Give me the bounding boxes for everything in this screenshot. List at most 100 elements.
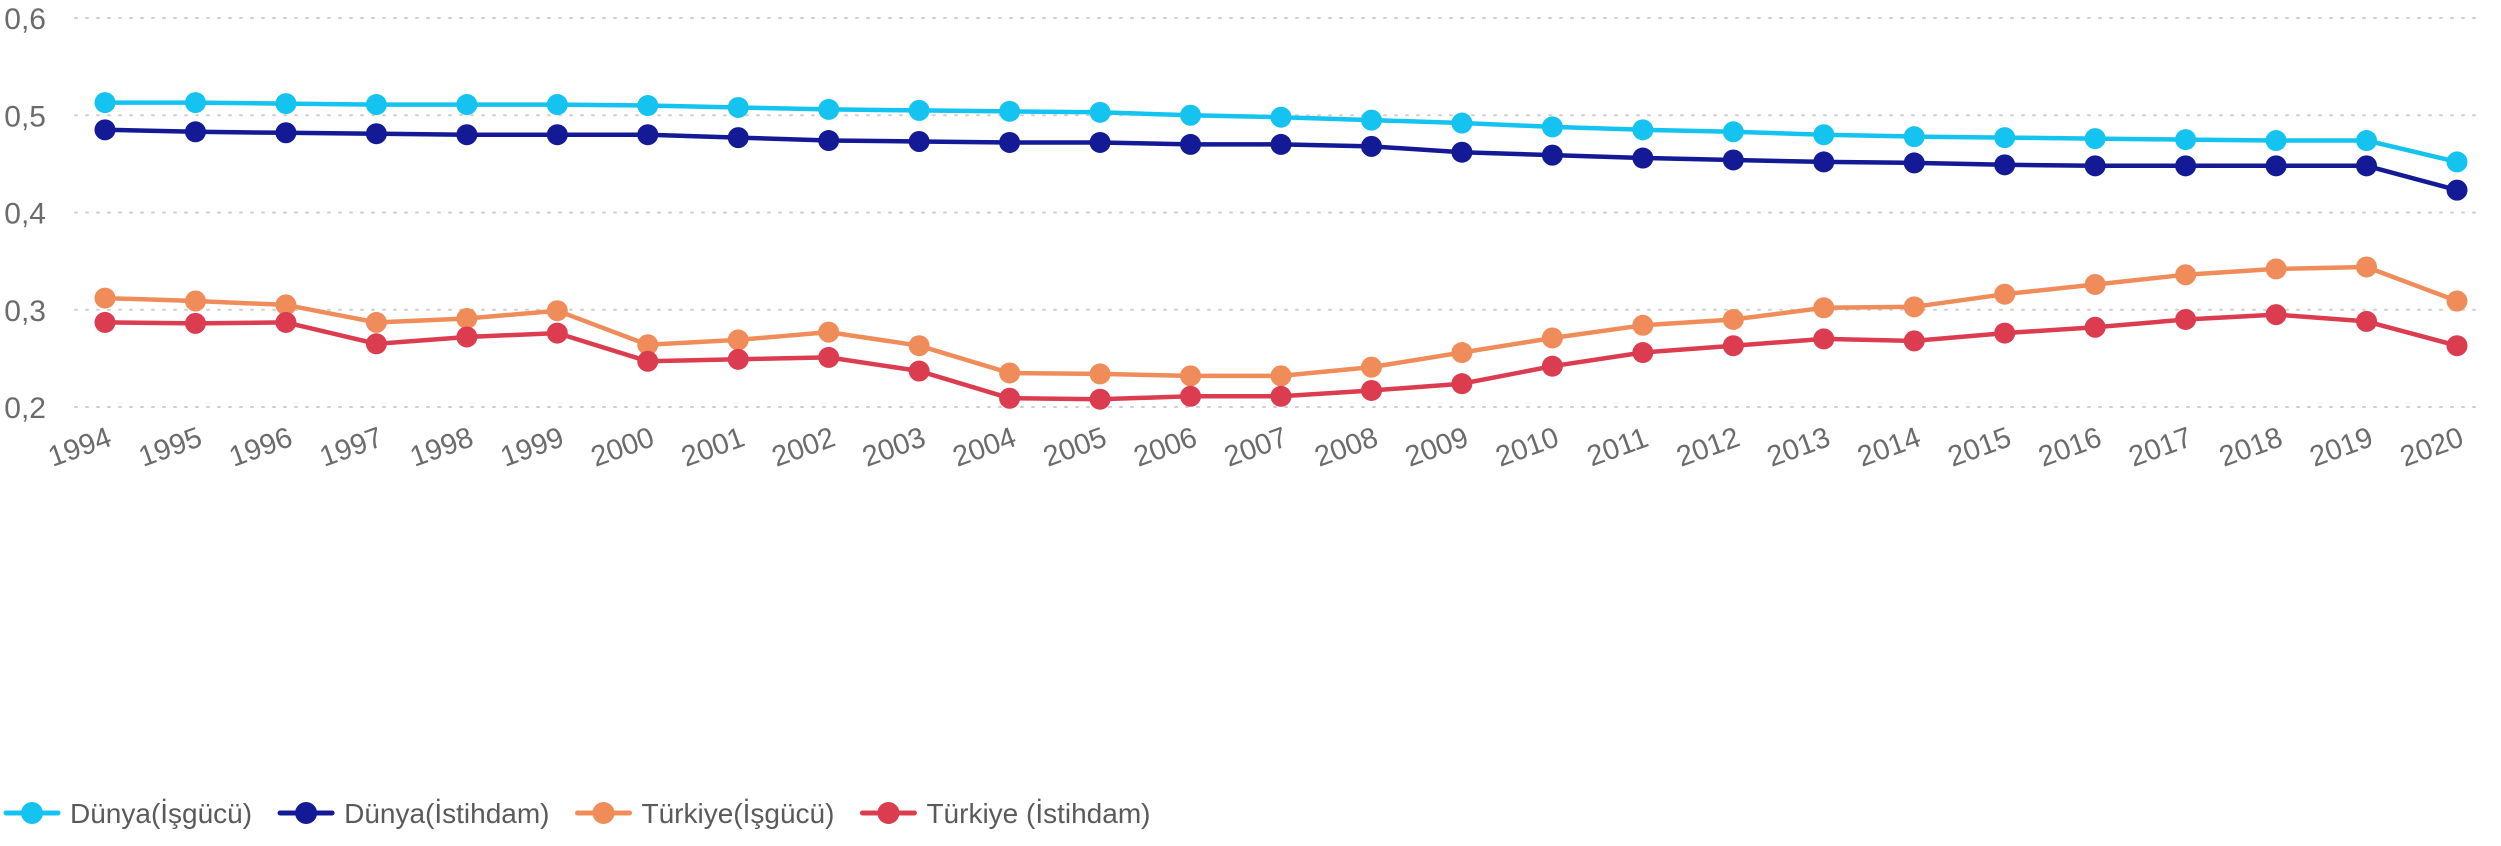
- x-tick-label: 2005: [1039, 421, 1111, 473]
- series-1: [94, 119, 2468, 201]
- legend-label: Dünya(İstihdam): [344, 798, 549, 829]
- x-tick-label: 2017: [2125, 421, 2197, 473]
- data-point: [1270, 385, 1292, 407]
- x-tick-label: 1994: [44, 421, 116, 473]
- data-point: [1813, 328, 1835, 350]
- data-point: [546, 94, 568, 116]
- data-point: [1632, 314, 1654, 336]
- x-tick-label: 2014: [1853, 421, 1925, 473]
- data-point: [1541, 116, 1563, 138]
- data-point: [1451, 112, 1473, 134]
- data-point: [1270, 365, 1292, 387]
- x-tick-label: 2008: [1311, 421, 1383, 473]
- legend: Dünya(İşgücü) Dünya(İstihdam) Türkiye(İşgü…: [3, 798, 1150, 829]
- data-point: [1180, 385, 1202, 407]
- data-point: [908, 360, 930, 382]
- x-tick-label: 1997: [316, 421, 388, 473]
- x-tick-label: 2007: [1220, 421, 1292, 473]
- data-point: [2084, 316, 2106, 338]
- data-point: [1994, 283, 2016, 305]
- data-point: [275, 122, 297, 144]
- data-point: [1451, 373, 1473, 395]
- data-point: [2084, 155, 2106, 177]
- data-point: [2356, 256, 2378, 278]
- data-point: [2356, 310, 2378, 332]
- data-point: [2265, 258, 2287, 280]
- data-point: [727, 329, 749, 351]
- data-point: [1451, 141, 1473, 163]
- data-point: [1994, 127, 2016, 149]
- x-tick-label: 2012: [1672, 421, 1744, 473]
- data-point: [1360, 356, 1382, 378]
- data-point: [637, 95, 659, 117]
- data-point: [1813, 151, 1835, 173]
- data-point: [2175, 155, 2197, 177]
- data-point: [1722, 335, 1744, 357]
- data-point: [1632, 147, 1654, 169]
- legend-marker: [877, 802, 900, 824]
- y-tick-label: 0,5: [4, 100, 46, 133]
- data-point: [365, 123, 387, 145]
- data-point: [908, 131, 930, 153]
- data-point: [1994, 322, 2016, 344]
- data-point: [908, 335, 930, 357]
- data-point: [184, 121, 206, 143]
- data-point: [2446, 335, 2468, 357]
- data-point: [1903, 152, 1925, 174]
- x-tick-label: 1996: [225, 421, 297, 473]
- data-point: [2356, 155, 2378, 177]
- data-point: [2446, 290, 2468, 312]
- legend-marker: [295, 802, 318, 824]
- data-point: [94, 287, 116, 309]
- x-tick-label: 2018: [2215, 421, 2287, 473]
- data-point: [94, 311, 116, 333]
- data-point: [1451, 342, 1473, 364]
- data-point: [1089, 363, 1111, 385]
- legend-marker: [592, 802, 615, 824]
- data-point: [1360, 109, 1382, 131]
- data-point: [1180, 365, 1202, 387]
- grid-lines: [74, 17, 2479, 408]
- x-tick-label: 2016: [2034, 421, 2106, 473]
- series-2: [94, 256, 2468, 387]
- data-point: [1270, 133, 1292, 155]
- data-point: [184, 290, 206, 312]
- data-point: [2446, 151, 2468, 173]
- data-point: [908, 99, 930, 121]
- x-axis: 1994 1995 1996 1997 1998 1999 2000 2001 2002 2003…: [44, 421, 2468, 473]
- y-tick-label: 0,6: [4, 3, 46, 36]
- data-point: [365, 94, 387, 116]
- x-tick-label: 2020: [2396, 421, 2468, 473]
- legend-item: Türkiye (İstihdam): [859, 798, 1150, 829]
- data-point: [365, 311, 387, 333]
- data-point: [1903, 296, 1925, 318]
- data-point: [1722, 121, 1744, 143]
- data-point: [1903, 330, 1925, 352]
- data-point: [2175, 129, 2197, 151]
- legend-label: Türkiye(İşgücü): [642, 798, 835, 829]
- data-point: [2084, 273, 2106, 295]
- data-point: [546, 300, 568, 322]
- data-point: [1541, 327, 1563, 349]
- legend-item: Dünya(İstihdam): [277, 798, 550, 829]
- data-point: [1903, 126, 1925, 148]
- data-point: [2175, 308, 2197, 330]
- series-0: [94, 92, 2468, 173]
- data-point: [1089, 388, 1111, 410]
- data-point: [1632, 119, 1654, 141]
- data-point: [1360, 135, 1382, 157]
- data-point: [818, 130, 840, 152]
- data-point: [818, 321, 840, 343]
- legend-item: Türkiye(İşgücü): [575, 798, 835, 829]
- data-point: [2265, 304, 2287, 326]
- data-point: [1180, 104, 1202, 126]
- data-point: [275, 294, 297, 316]
- data-point: [727, 127, 749, 149]
- data-point: [275, 93, 297, 115]
- data-point: [1541, 144, 1563, 166]
- data-point: [546, 322, 568, 344]
- y-axis: 0,6 0,5 0,4 0,3 0,2: [4, 3, 46, 425]
- data-point: [456, 308, 478, 330]
